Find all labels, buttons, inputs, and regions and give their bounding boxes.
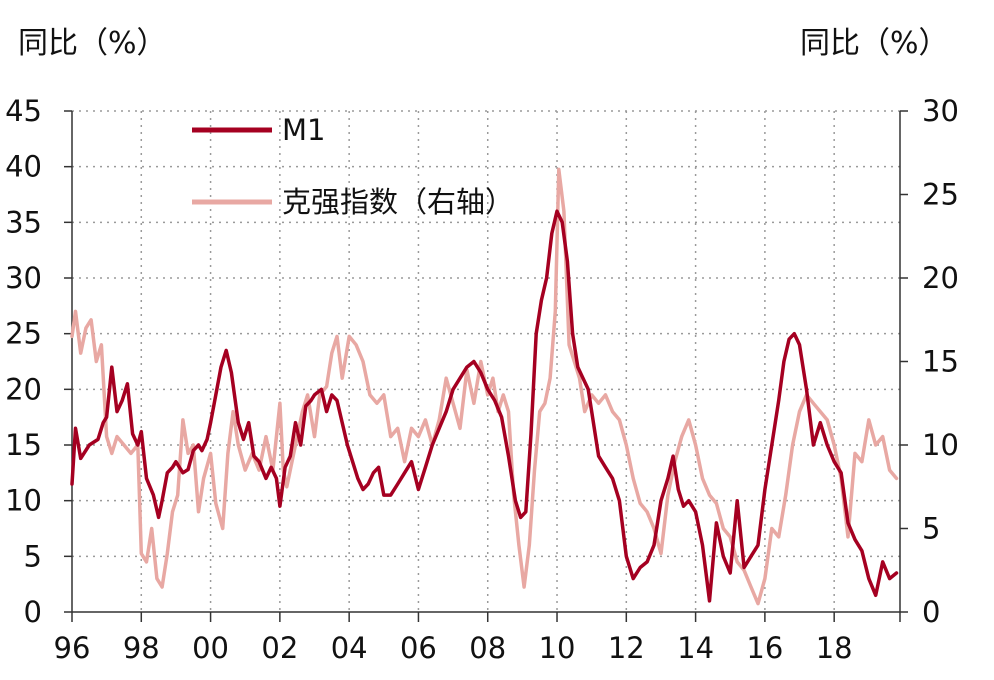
left-tick-label: 25 bbox=[5, 317, 42, 351]
left-tick-label: 30 bbox=[5, 261, 42, 295]
legend: M1 克强指数（右轴） bbox=[192, 113, 514, 219]
right-tick-label: 20 bbox=[922, 261, 959, 295]
right-tick-label: 30 bbox=[922, 94, 959, 128]
right-tick-label: 5 bbox=[922, 512, 940, 546]
legend-label-keqiang-index: 克强指数（右轴） bbox=[282, 185, 514, 219]
x-tick-label: 14 bbox=[677, 631, 714, 665]
left-tick-label: 5 bbox=[24, 539, 42, 573]
right-tick-label: 10 bbox=[922, 428, 959, 462]
right-tick-label: 15 bbox=[922, 345, 959, 379]
series-lines bbox=[70, 167, 899, 606]
left-tick-label: 40 bbox=[5, 150, 42, 184]
axes: 0 5 10 15 20 25 30 35 40 45 0 5 10 15 20 25 30 96 98 00 02 04… bbox=[5, 94, 959, 665]
x-tick-label: 98 bbox=[123, 631, 160, 665]
x-tick-label: 02 bbox=[261, 631, 298, 665]
x-tick-label: 18 bbox=[816, 631, 853, 665]
left-tick-label: 0 bbox=[24, 595, 42, 629]
x-tick-label: 10 bbox=[539, 631, 576, 665]
left-tick-label: 15 bbox=[5, 428, 42, 462]
left-tick-label: 45 bbox=[5, 94, 42, 128]
legend-label-m1: M1 bbox=[282, 113, 325, 147]
x-tick-label: 16 bbox=[746, 631, 783, 665]
x-tick-label: 96 bbox=[54, 631, 91, 665]
series-line-keqiang-index bbox=[70, 167, 899, 606]
x-tick-label: 12 bbox=[608, 631, 645, 665]
x-tick-label: 00 bbox=[192, 631, 229, 665]
left-tick-label: 35 bbox=[5, 205, 42, 239]
right-tick-label: 25 bbox=[922, 178, 959, 212]
right-axis-unit-label: 同比（%） bbox=[800, 26, 949, 61]
left-axis-unit-label: 同比（%） bbox=[18, 26, 167, 61]
left-tick-label: 20 bbox=[5, 372, 42, 406]
right-tick-label: 0 bbox=[922, 595, 940, 629]
x-tick-label: 08 bbox=[469, 631, 506, 665]
x-tick-label: 06 bbox=[400, 631, 437, 665]
series-line-m1 bbox=[70, 209, 899, 603]
x-tick-label: 04 bbox=[331, 631, 368, 665]
left-tick-label: 10 bbox=[5, 484, 42, 518]
